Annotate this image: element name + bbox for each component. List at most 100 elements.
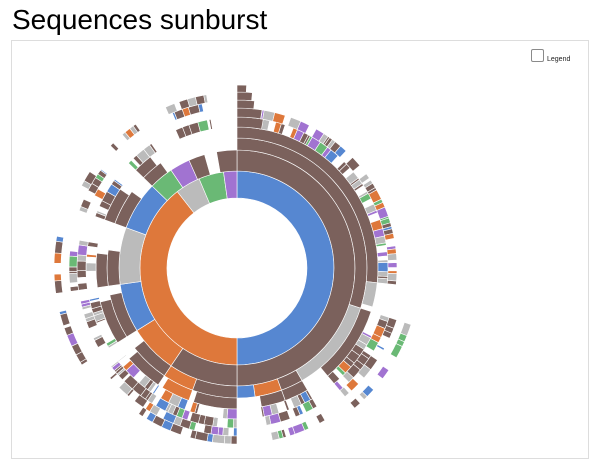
sunburst-segment-product[interactable] xyxy=(54,240,64,254)
sunburst-segment-home[interactable] xyxy=(55,235,65,243)
sunburst-segment-end[interactable] xyxy=(83,311,95,320)
sunburst-segment-product[interactable] xyxy=(109,372,118,380)
sunburst-segment-account[interactable] xyxy=(127,159,139,171)
sunburst-segment-end[interactable] xyxy=(117,354,127,363)
sunburst-segment-other[interactable] xyxy=(69,250,79,257)
legend-checkbox[interactable] xyxy=(531,49,544,62)
sunburst-segment-product[interactable] xyxy=(292,406,301,418)
sunburst-segment-account[interactable] xyxy=(197,119,210,133)
sunburst-segment-account[interactable] xyxy=(389,343,403,359)
sunburst-segment-other[interactable] xyxy=(296,120,310,134)
sunburst-segment-product[interactable] xyxy=(283,399,290,411)
sunburst-segment-product[interactable] xyxy=(216,149,238,173)
sunburst-segment-product[interactable] xyxy=(260,406,265,418)
sunburst-segment-product[interactable] xyxy=(381,329,393,339)
sunburst-segment-end[interactable] xyxy=(222,427,230,437)
sunburst-segment-product[interactable] xyxy=(203,424,213,435)
sunburst-segment-end[interactable] xyxy=(376,277,388,285)
sunburst-segment-product[interactable] xyxy=(80,198,92,210)
sunburst-segment-home[interactable] xyxy=(236,384,256,399)
sunburst-segment-product[interactable] xyxy=(345,156,361,172)
sunburst-segment-account[interactable] xyxy=(375,242,387,248)
sunburst-segment-end[interactable] xyxy=(68,272,78,284)
sunburst-segment-product[interactable] xyxy=(69,285,79,292)
sunburst-segment-home[interactable] xyxy=(155,397,170,412)
sunburst-segment-account[interactable] xyxy=(105,338,117,347)
sunburst-segment-product[interactable] xyxy=(236,84,247,93)
sunburst-segment-product[interactable] xyxy=(149,143,158,154)
sunburst-segment-account[interactable] xyxy=(226,418,234,429)
sunburst-segment-end[interactable] xyxy=(96,210,107,217)
sunburst-segment-end[interactable] xyxy=(387,273,398,282)
sunburst-segment-end[interactable] xyxy=(361,281,378,308)
sunburst-segment-home[interactable] xyxy=(99,168,108,176)
sunburst-segment-product[interactable] xyxy=(68,266,78,272)
sunburst-segment-search[interactable] xyxy=(145,401,155,412)
sunburst-segment-product[interactable] xyxy=(99,299,128,344)
sunburst-segment-home[interactable] xyxy=(233,427,238,437)
sunburst-segment-end[interactable] xyxy=(110,360,120,369)
sunburst-segment-end[interactable] xyxy=(78,239,89,247)
sunburst-segment-search[interactable] xyxy=(53,273,62,282)
sunburst-segment-product[interactable] xyxy=(236,107,263,120)
sunburst-segment-end[interactable] xyxy=(264,415,272,426)
sunburst-segment-search[interactable] xyxy=(345,377,360,392)
sunburst-segment-other[interactable] xyxy=(387,262,398,268)
sunburst-segment-end[interactable] xyxy=(358,391,368,401)
sunburst-segment-end[interactable] xyxy=(358,173,370,184)
sunburst-segment-product[interactable] xyxy=(386,279,397,286)
sunburst-segment-end[interactable] xyxy=(76,254,87,262)
sunburst-segment-product[interactable] xyxy=(315,413,326,424)
sunburst-segment-end[interactable] xyxy=(85,262,97,272)
sunburst-segment-end[interactable] xyxy=(233,418,238,429)
sunburst-segment-product[interactable] xyxy=(77,282,88,291)
sunburst-segment-home[interactable] xyxy=(334,145,347,158)
sunburst-segment-other[interactable] xyxy=(376,365,390,380)
sunburst-segment-product[interactable] xyxy=(138,406,148,417)
sunburst-segment-other[interactable] xyxy=(287,426,296,437)
sunburst-segment-product[interactable] xyxy=(208,118,213,130)
sunburst-segment-product[interactable] xyxy=(95,252,109,288)
sunburst-segment-home[interactable] xyxy=(88,296,100,302)
sunburst-segment-home[interactable] xyxy=(58,309,68,316)
sunburst-segment-product[interactable] xyxy=(259,389,286,408)
sunburst-segment-product[interactable] xyxy=(132,123,141,133)
sunburst-segment-end[interactable] xyxy=(118,381,133,396)
sunburst-segment-home[interactable] xyxy=(376,344,385,351)
sunburst-segment-product[interactable] xyxy=(63,325,74,336)
sunburst-segment-product[interactable] xyxy=(230,435,238,445)
sunburst-segment-end[interactable] xyxy=(270,430,280,441)
sunburst-segment-account[interactable] xyxy=(301,400,314,413)
sunburst-segment-product[interactable] xyxy=(236,91,253,101)
sunburst-segment-product[interactable] xyxy=(189,429,198,440)
sunburst-segment-search[interactable] xyxy=(384,232,395,241)
sunburst-segment-product[interactable] xyxy=(76,270,87,279)
sunburst-segment-product[interactable] xyxy=(54,280,64,294)
sunburst-segment-product[interactable] xyxy=(188,154,211,180)
sunburst-segment-end[interactable] xyxy=(387,253,398,261)
sunburst-segment-search[interactable] xyxy=(272,112,286,125)
sunburst-segment-other[interactable] xyxy=(77,244,88,256)
legend-toggle[interactable]: Legend xyxy=(531,49,570,63)
sunburst-segment-end[interactable] xyxy=(203,94,209,104)
sunburst-segment-product[interactable] xyxy=(236,99,255,110)
sunburst-segment-other[interactable] xyxy=(226,408,238,420)
sunburst-segment-end[interactable] xyxy=(357,364,372,379)
sunburst-segment-product[interactable] xyxy=(109,142,120,152)
sunburst-segment-end[interactable] xyxy=(211,433,226,444)
sunburst-segment-end[interactable] xyxy=(222,408,228,419)
sunburst-segment-home[interactable] xyxy=(113,178,124,187)
sunburst-segment-account[interactable] xyxy=(68,255,78,268)
sunburst-segment-end[interactable] xyxy=(92,333,103,341)
sunburst-segment-product[interactable] xyxy=(76,260,87,271)
sunburst-segment-other[interactable] xyxy=(376,251,388,258)
sunburst-segment-search[interactable] xyxy=(53,252,62,264)
sunburst-segment-search[interactable] xyxy=(86,253,97,258)
sunburst-segment-end[interactable] xyxy=(339,386,350,398)
sunburst-segment-product[interactable] xyxy=(106,249,121,287)
sunburst-segment-product[interactable] xyxy=(353,183,364,192)
sunburst-segment-end[interactable] xyxy=(165,103,178,115)
sunburst-segment-product[interactable] xyxy=(83,171,97,186)
sunburst-segment-product[interactable] xyxy=(349,397,361,409)
